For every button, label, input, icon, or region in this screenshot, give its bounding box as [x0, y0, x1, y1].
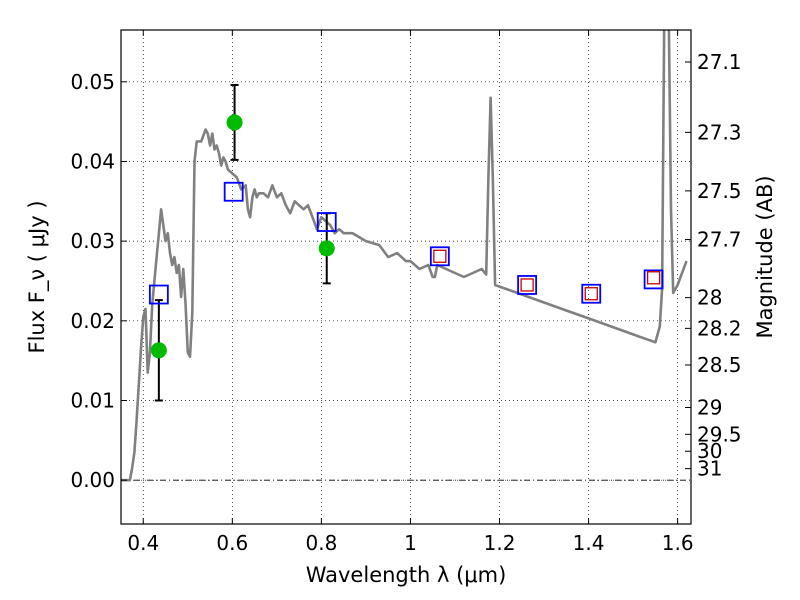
model-photometry-square — [148, 284, 169, 305]
y2-tick-label: 27.7 — [697, 228, 742, 252]
x-tick-label: 1 — [404, 531, 417, 555]
y-tick-label: 0.03 — [70, 229, 115, 253]
y2-tick-label: 29.5 — [697, 422, 742, 446]
x-tick-label: 0.4 — [127, 531, 159, 555]
model-photometry-square — [223, 181, 244, 202]
y2-tick-label: 28.5 — [697, 353, 742, 377]
plot-area — [121, 30, 688, 482]
x-tick-label: 0.6 — [216, 531, 248, 555]
model-photometry-square — [581, 283, 602, 304]
model-spectrum-line — [121, 30, 688, 482]
data-series — [121, 30, 688, 482]
y2-tick-label: 27.1 — [697, 50, 742, 74]
synthetic-photometry-square — [646, 271, 661, 285]
y2-tick-label: 29 — [697, 396, 722, 420]
y2-axis-label: Magnitude (AB) — [753, 175, 777, 338]
x-tick-label: 1.2 — [484, 531, 516, 555]
y2-tick-label: 30 — [697, 439, 722, 463]
y2-tick-label: 31 — [697, 457, 722, 481]
y-tick-label: 0.01 — [70, 389, 115, 413]
y2-tick-label: 27.3 — [697, 120, 742, 144]
synthetic-photometry-square — [584, 287, 598, 301]
y-tick-label: 0.00 — [70, 468, 115, 492]
model-photometry-square — [316, 212, 337, 232]
y2-tick-label: 28 — [697, 286, 722, 310]
x-axis-ticks: 0.4 0.6 0.8 1 1.2 1.4 1.6 — [127, 30, 694, 555]
y-tick-label: 0.02 — [70, 309, 115, 333]
x-tick-label: 1.6 — [662, 531, 694, 555]
observed-flux-point — [318, 240, 335, 257]
x-tick-label: 1.4 — [573, 531, 605, 555]
observed-flux-point — [150, 342, 167, 359]
observed-flux-point — [226, 114, 243, 131]
synthetic-photometry-square — [433, 249, 447, 263]
y-axis-label: Flux F_ν ( μJy ) — [25, 200, 50, 353]
model-photometry-square — [429, 246, 450, 267]
y-tick-label: 0.04 — [70, 149, 115, 173]
y-tick-label: 0.05 — [70, 70, 115, 94]
x-tick-label: 0.8 — [305, 531, 337, 555]
y2-tick-label: 27.5 — [697, 179, 742, 203]
y-axis-ticks: 0.00 0.01 0.02 0.03 0.04 0.05 — [70, 70, 127, 492]
y2-tick-label: 28.2 — [697, 316, 742, 340]
synthetic-photometry-square — [520, 278, 534, 292]
model-photometry-square — [643, 269, 664, 290]
grid-lines — [121, 30, 691, 524]
x-axis-label: Wavelength λ (μm) — [306, 563, 507, 587]
plot-frame — [120, 29, 692, 525]
model-photometry-square — [517, 275, 538, 295]
